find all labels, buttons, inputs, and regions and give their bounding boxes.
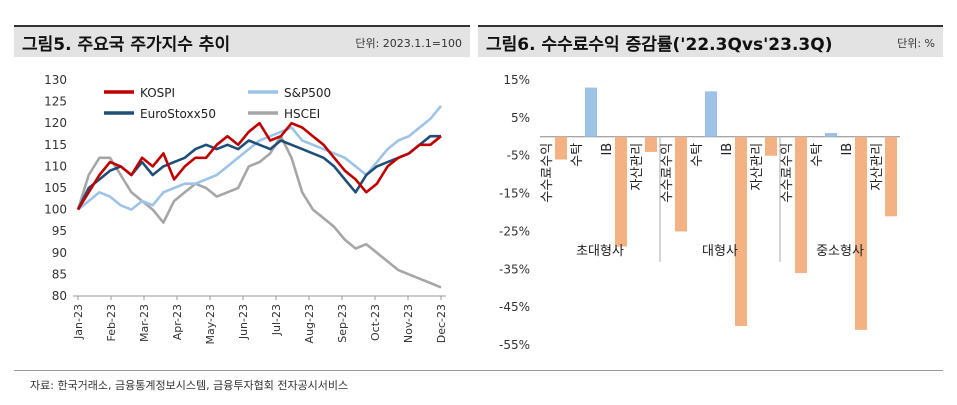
category-label: 수수료수익 [540, 143, 555, 203]
x-tick-label: Mar-23 [138, 304, 151, 342]
bar [645, 136, 657, 152]
bar [795, 136, 807, 274]
category-label: 자산관리 [870, 143, 885, 191]
bar [885, 136, 897, 217]
left-panel-header: 그림5. 주요국 주가지수 추이 단위: 2023.1.1=100 [14, 25, 470, 57]
right-panel-unit: 단위: % [897, 37, 935, 50]
footer-divider [14, 370, 943, 371]
y-tick-label: -25% [499, 224, 530, 238]
x-tick-label: May-23 [204, 304, 217, 345]
series-line-kospi [76, 121, 442, 211]
group-label: 대형사 [702, 244, 738, 259]
x-tick-label: Jan-23 [72, 304, 85, 340]
series-line-eurostoxx50 [76, 134, 441, 211]
y-tick-label: -35% [499, 262, 530, 276]
x-tick-label: Dec-23 [435, 304, 448, 343]
bar [855, 136, 867, 330]
bar [585, 87, 597, 137]
y-tick-label: 125 [44, 95, 67, 109]
left-panel-unit: 단위: 2023.1.1=100 [355, 37, 462, 50]
y-tick-label: 115 [44, 138, 67, 152]
category-label: IB [600, 143, 615, 156]
y-tick-label: 95 [52, 224, 67, 238]
y-tick-label: 15% [503, 73, 530, 87]
group-label: 중소형사 [816, 244, 864, 259]
category-label: 수탁 [690, 143, 705, 167]
bar [615, 136, 627, 247]
bar [675, 136, 687, 232]
series-line-sp500 [77, 105, 443, 211]
y-tick-label: 105 [44, 181, 67, 195]
category-label: 수수료수익 [780, 143, 795, 203]
category-label: 자산관리 [750, 143, 765, 191]
series-line-hscei [76, 134, 442, 289]
x-tick-label: Apr-23 [171, 304, 184, 340]
category-label: 수탁 [810, 143, 825, 167]
right-panel-title: 그림6. 수수료수익 증감률('22.3Qvs'23.3Q) [486, 35, 833, 55]
bar [765, 136, 777, 156]
category-label: 자산관리 [630, 143, 645, 191]
y-tick-label: 100 [44, 203, 67, 217]
y-tick-label: 85 [52, 267, 67, 281]
bar [735, 136, 747, 327]
category-label: 수수료수익 [660, 143, 675, 203]
legend-label: KOSPI [140, 86, 175, 100]
y-tick-label: 5% [511, 111, 530, 125]
x-tick-label: Aug-23 [303, 304, 316, 343]
left-panel-title: 그림5. 주요국 주가지수 추이 [22, 35, 231, 55]
category-label: IB [840, 143, 855, 156]
bar [705, 91, 717, 137]
x-tick-label: Jun-23 [237, 304, 250, 340]
y-tick-label: 130 [44, 73, 67, 87]
bar [555, 136, 567, 160]
y-tick-label: -5% [507, 149, 530, 163]
y-tick-label: -15% [499, 187, 530, 201]
x-tick-label: Nov-23 [402, 304, 415, 343]
line-chart: 80 85 90 95 100 105 110 115 120 125 130 Jan-23 Feb-2… [44, 73, 448, 345]
legend-label: EuroStoxx50 [140, 107, 216, 121]
x-tick-label: Oct-23 [369, 304, 382, 341]
group-label: 초대형사 [576, 244, 624, 259]
bar [825, 133, 837, 137]
legend-label: S&P500 [284, 86, 331, 100]
x-tick-label: Feb-23 [105, 304, 118, 341]
y-tick-label: -55% [499, 338, 530, 352]
source-note: 자료: 한국거래소, 금융통계정보시스템, 금융투자협회 전자공시서비스 [30, 379, 349, 392]
y-tick-label: 90 [52, 246, 67, 260]
bar-chart: 15% 5% -5% -15% -25% -35% -45% -55% 수수료수익 수탁 IB 자산관… [499, 73, 900, 352]
x-tick-label: Sep-23 [336, 304, 349, 343]
y-tick-label: 110 [44, 159, 67, 173]
x-tick-label: Jul-23 [270, 304, 283, 336]
right-panel-header: 그림6. 수수료수익 증감률('22.3Qvs'23.3Q) 단위: % [478, 25, 943, 57]
category-label: IB [720, 143, 735, 156]
y-tick-label: 80 [52, 289, 67, 303]
y-tick-label: 120 [44, 116, 67, 130]
y-tick-label: -45% [499, 300, 530, 314]
legend-label: HSCEI [284, 107, 320, 121]
category-label: 수탁 [570, 143, 585, 167]
